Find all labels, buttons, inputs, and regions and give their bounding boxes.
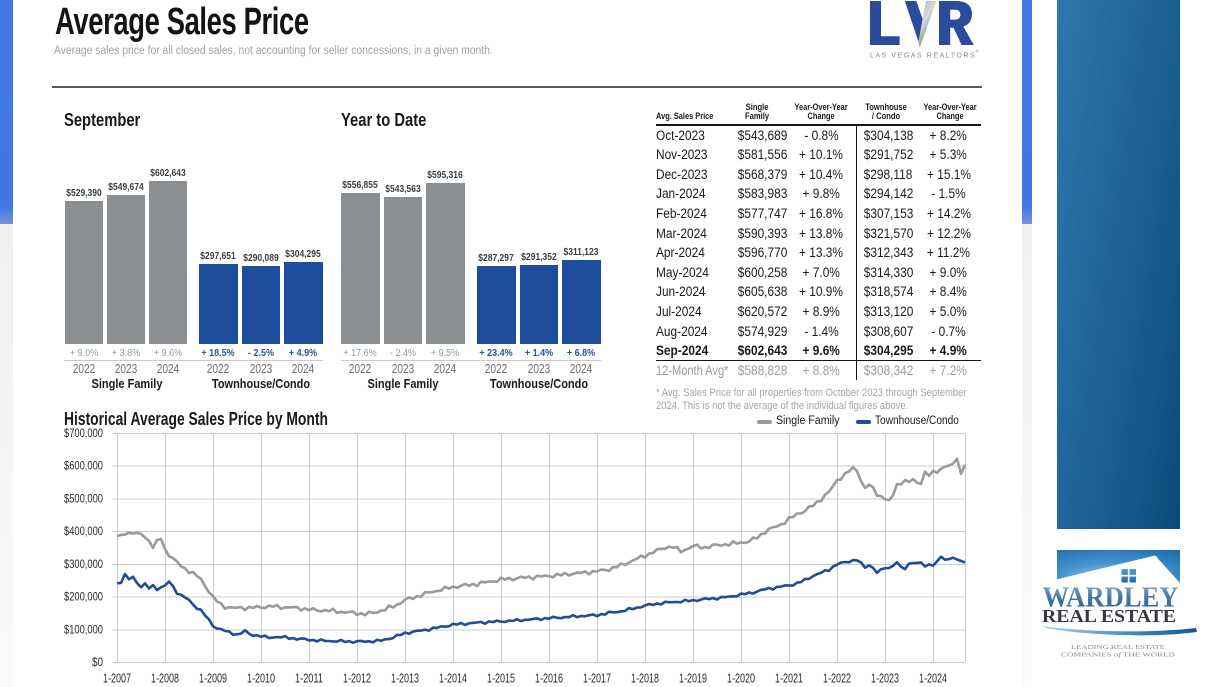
svg-text:LAS VEGAS REALTORS: LAS VEGAS REALTORS	[870, 53, 976, 59]
svg-text:1-2014: 1-2014	[439, 672, 467, 686]
svg-text:1-2010: 1-2010	[247, 672, 275, 686]
svg-text:$200,000: $200,000	[64, 592, 103, 604]
svg-text:$700,000: $700,000	[64, 428, 103, 440]
svg-text:REAL ESTATE: REAL ESTATE	[1042, 606, 1176, 626]
svg-text:®: ®	[976, 49, 980, 54]
svg-text:1-2012: 1-2012	[343, 672, 371, 686]
svg-text:WARDLEY: WARDLEY	[1043, 582, 1179, 614]
svg-text:$300,000: $300,000	[64, 559, 103, 571]
svg-text:1-2008: 1-2008	[151, 672, 179, 686]
svg-text:1-2015: 1-2015	[487, 672, 515, 686]
svg-text:$500,000: $500,000	[64, 493, 103, 505]
svg-text:1-2019: 1-2019	[679, 672, 707, 686]
svg-text:1-2016: 1-2016	[535, 672, 563, 686]
svg-text:1-2020: 1-2020	[727, 672, 755, 686]
svg-text:1-2013: 1-2013	[391, 672, 419, 686]
svg-text:1-2024: 1-2024	[919, 672, 947, 686]
svg-text:1-2021: 1-2021	[775, 672, 803, 686]
svg-text:1-2023: 1-2023	[871, 672, 899, 686]
svg-text:1-2009: 1-2009	[199, 672, 227, 686]
svg-text:$100,000: $100,000	[64, 624, 103, 636]
svg-text:LEADING REAL ESTATE: LEADING REAL ESTATE	[1071, 644, 1165, 651]
svg-text:1-2007: 1-2007	[103, 672, 131, 686]
svg-text:$600,000: $600,000	[64, 461, 103, 473]
svg-text:1-2011: 1-2011	[295, 672, 323, 686]
svg-text:1-2022: 1-2022	[823, 672, 851, 686]
svg-text:$400,000: $400,000	[64, 526, 103, 538]
svg-text:$0: $0	[92, 657, 103, 669]
svg-text:COMPANIES of THE WORLD: COMPANIES of THE WORLD	[1061, 652, 1175, 659]
svg-text:1-2017: 1-2017	[583, 672, 611, 686]
svg-text:1-2018: 1-2018	[631, 672, 659, 686]
